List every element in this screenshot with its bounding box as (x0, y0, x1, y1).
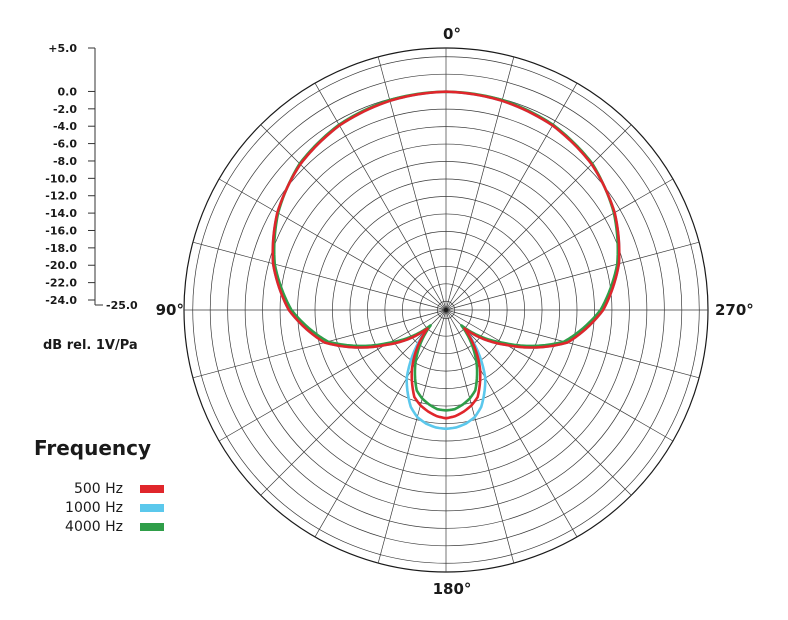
db-tick-label: -10.0 (45, 172, 77, 185)
legend: 500 Hz 1000 Hz 4000 Hz (50, 479, 164, 536)
grid-spoke (314, 309, 447, 538)
db-scale: +5.0 0.0 -2.0 -4.0 -6.0 -8.0 -10.0 -12.0 -14.0 -1… (45, 42, 138, 312)
grid-spoke (445, 309, 578, 538)
grid-spoke (445, 178, 674, 311)
db-tick-label: 0.0 (58, 85, 78, 98)
grid-spoke (445, 309, 515, 564)
grid-spoke (260, 309, 447, 496)
polar-curves (271, 90, 621, 431)
db-tick-label: -12.0 (45, 190, 77, 203)
grid-spoke (218, 309, 447, 442)
db-tick-label: -14.0 (45, 207, 77, 220)
angle-label-90: 90° (156, 301, 184, 319)
db-tick-label: -16.0 (45, 224, 77, 237)
db-tick-label: -6.0 (53, 138, 77, 151)
legend-label: 500 Hz (73, 480, 123, 497)
grid-spoke (445, 309, 700, 379)
legend-title: Frequency (34, 436, 152, 460)
angle-label-270: 270° (715, 301, 754, 319)
legend-item-500hz: 500 Hz (50, 479, 164, 498)
grid-spoke (218, 178, 447, 311)
center-dot (444, 308, 448, 312)
grid-spoke (260, 124, 447, 311)
grid-spoke (192, 309, 447, 379)
grid-spoke (445, 309, 674, 442)
grid-spoke (445, 82, 578, 311)
db-tick-label: -18.0 (45, 242, 77, 255)
grid-spoke (445, 309, 632, 496)
db-tick-label: -8.0 (53, 155, 77, 168)
legend-item-4000hz: 4000 Hz (50, 517, 164, 536)
db-tick-label: -4.0 (53, 120, 77, 133)
db-tick-label: +5.0 (48, 42, 77, 55)
db-tick-label: -2.0 (53, 103, 77, 116)
grid-spoke (445, 241, 700, 311)
db-tick-label: -20.0 (45, 259, 77, 272)
angle-label-0: 0° (443, 25, 461, 43)
db-tick-label: -25.0 (106, 299, 138, 312)
grid-spoke (445, 124, 632, 311)
db-tick-label: -24.0 (45, 294, 77, 307)
grid-spoke (192, 241, 447, 311)
polar-grid (183, 47, 709, 573)
legend-label: 4000 Hz (65, 518, 123, 535)
angle-label-180: 180° (433, 580, 472, 598)
polar-curve-500hz (271, 90, 621, 420)
db-tick-label: -22.0 (45, 277, 77, 290)
grid-spoke (377, 309, 447, 564)
legend-swatch-500hz (140, 484, 164, 493)
grid-spoke (314, 82, 447, 311)
legend-item-1000hz: 1000 Hz (50, 498, 164, 517)
legend-swatch-1000hz (140, 503, 164, 512)
y-axis-unit-label: dB rel. 1V/Pa (43, 338, 138, 353)
legend-label: 1000 Hz (65, 499, 123, 516)
legend-swatch-4000hz (140, 522, 164, 531)
